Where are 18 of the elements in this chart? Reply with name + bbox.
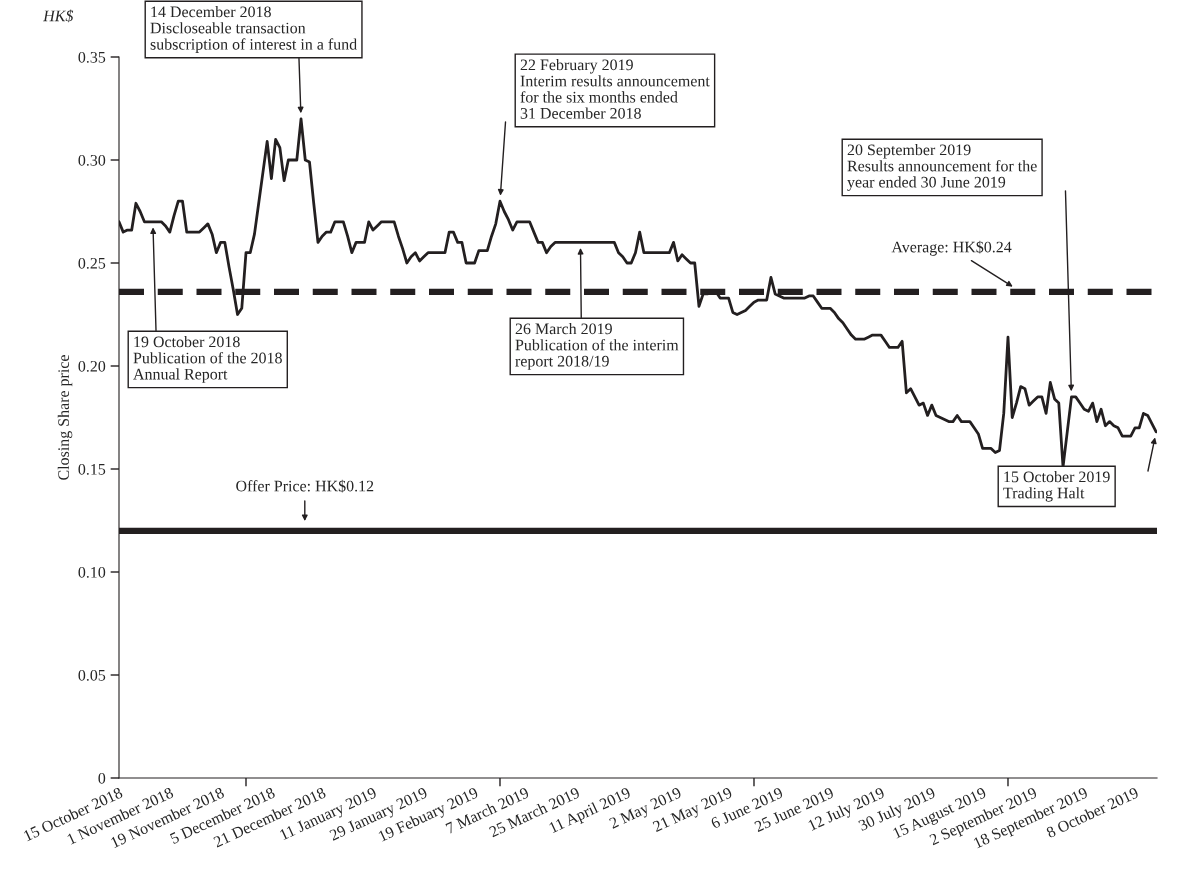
y-tick-label: 0.20 xyxy=(78,360,106,372)
y-tick-label: 0 xyxy=(98,772,106,784)
y-tick-label: 0.05 xyxy=(78,669,106,681)
annotation: 19 October 2018 Publication of the 2018 Annual Report xyxy=(133,336,282,383)
y-tick-label: 0.15 xyxy=(78,463,106,475)
y-tick-label: 0.25 xyxy=(78,257,106,269)
text: 14 December 2018 Discloseable transaction subscription of interest in a fund xyxy=(150,6,357,53)
annotation: 26 March 2019 Publication of the interim report 2018/19 xyxy=(515,323,679,370)
annotation: 20 September 2019 Results announcement for the year ended 30 June 2019 xyxy=(847,144,1037,191)
y-tick-label: 0.10 xyxy=(78,566,106,578)
annotation: 15 October 2019 Trading Halt xyxy=(1003,471,1110,502)
text: HK$ xyxy=(43,9,74,23)
annotation: 22 February 2019 Interim results announcement for the six months ended 31 December 2018 xyxy=(520,59,710,119)
ref-line-label: Average: HK$0.24 xyxy=(891,240,1012,256)
y-tick-label: 0.35 xyxy=(78,51,106,63)
y-axis-title: Closing Share price xyxy=(57,355,73,480)
y-tick-label: 0.30 xyxy=(78,154,106,166)
ref-line-label: Offer Price: HK$0.12 xyxy=(236,479,374,493)
